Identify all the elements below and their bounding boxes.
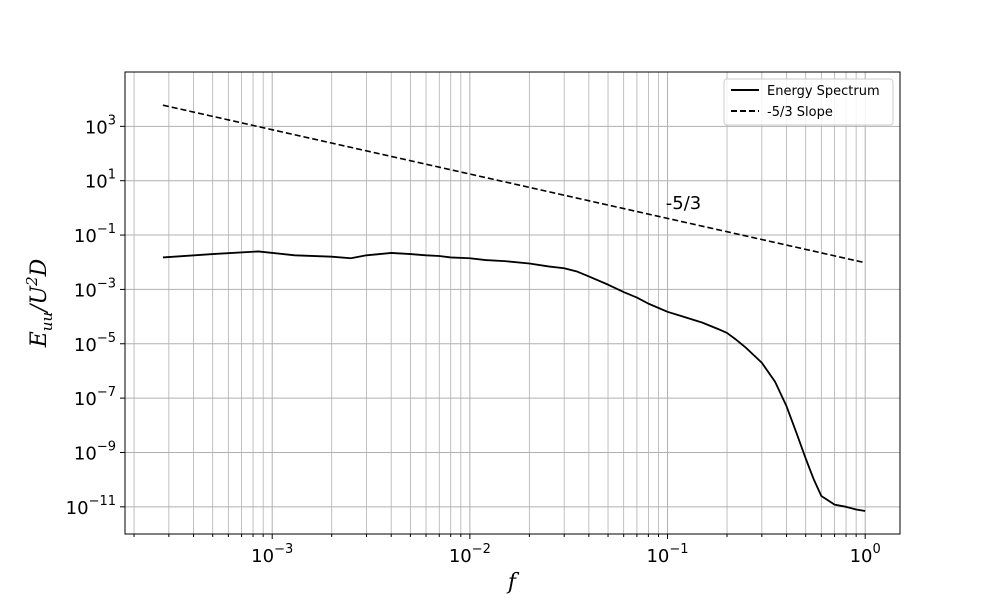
legend-box (723, 78, 894, 126)
grid (125, 72, 900, 534)
slope-reference-line (162, 104, 866, 264)
svg-text:Euu/U2D: Euu/U2D (23, 258, 56, 348)
y-tick-label: 101 (85, 168, 116, 193)
energy-spectrum-line (162, 250, 866, 512)
y-label-sup: 2 (23, 276, 41, 287)
y-label-sub: uu (38, 312, 56, 331)
x-tick-label: 10−1 (646, 542, 688, 567)
y-tick-label: 10−1 (74, 222, 116, 247)
y-tick-label: 10−3 (74, 276, 116, 301)
legend-label-slope: -5/3 Slope (767, 105, 833, 120)
legend: Energy Spectrum -5/3 Slope (723, 78, 894, 126)
tick-labels: 10−3 10−2 10−1 100 103 101 10−1 10−3 10−5 10−7 10−… (66, 113, 881, 567)
y-axis-label: Euu/U2D (23, 258, 56, 348)
y-tick-label: 10−11 (66, 494, 116, 519)
legend-label-energy: Energy Spectrum (767, 84, 880, 99)
y-label-e: E (27, 331, 52, 348)
series-group (162, 104, 866, 512)
y-tick-label: 10−7 (74, 385, 116, 410)
y-label-rest: /U (27, 284, 52, 313)
y-tick-label: 10−5 (74, 331, 116, 356)
y-label-d: D (27, 258, 52, 277)
y-tick-label: 10−9 (74, 439, 116, 464)
plot-frame (124, 71, 901, 535)
x-tick-label: 10−2 (449, 542, 491, 567)
y-tick-label: 103 (85, 113, 116, 138)
ticks (120, 125, 866, 539)
x-tick-label: 100 (850, 542, 881, 567)
x-tick-label: 10−3 (251, 542, 293, 567)
annotation-slope: -5/3 (666, 193, 701, 214)
